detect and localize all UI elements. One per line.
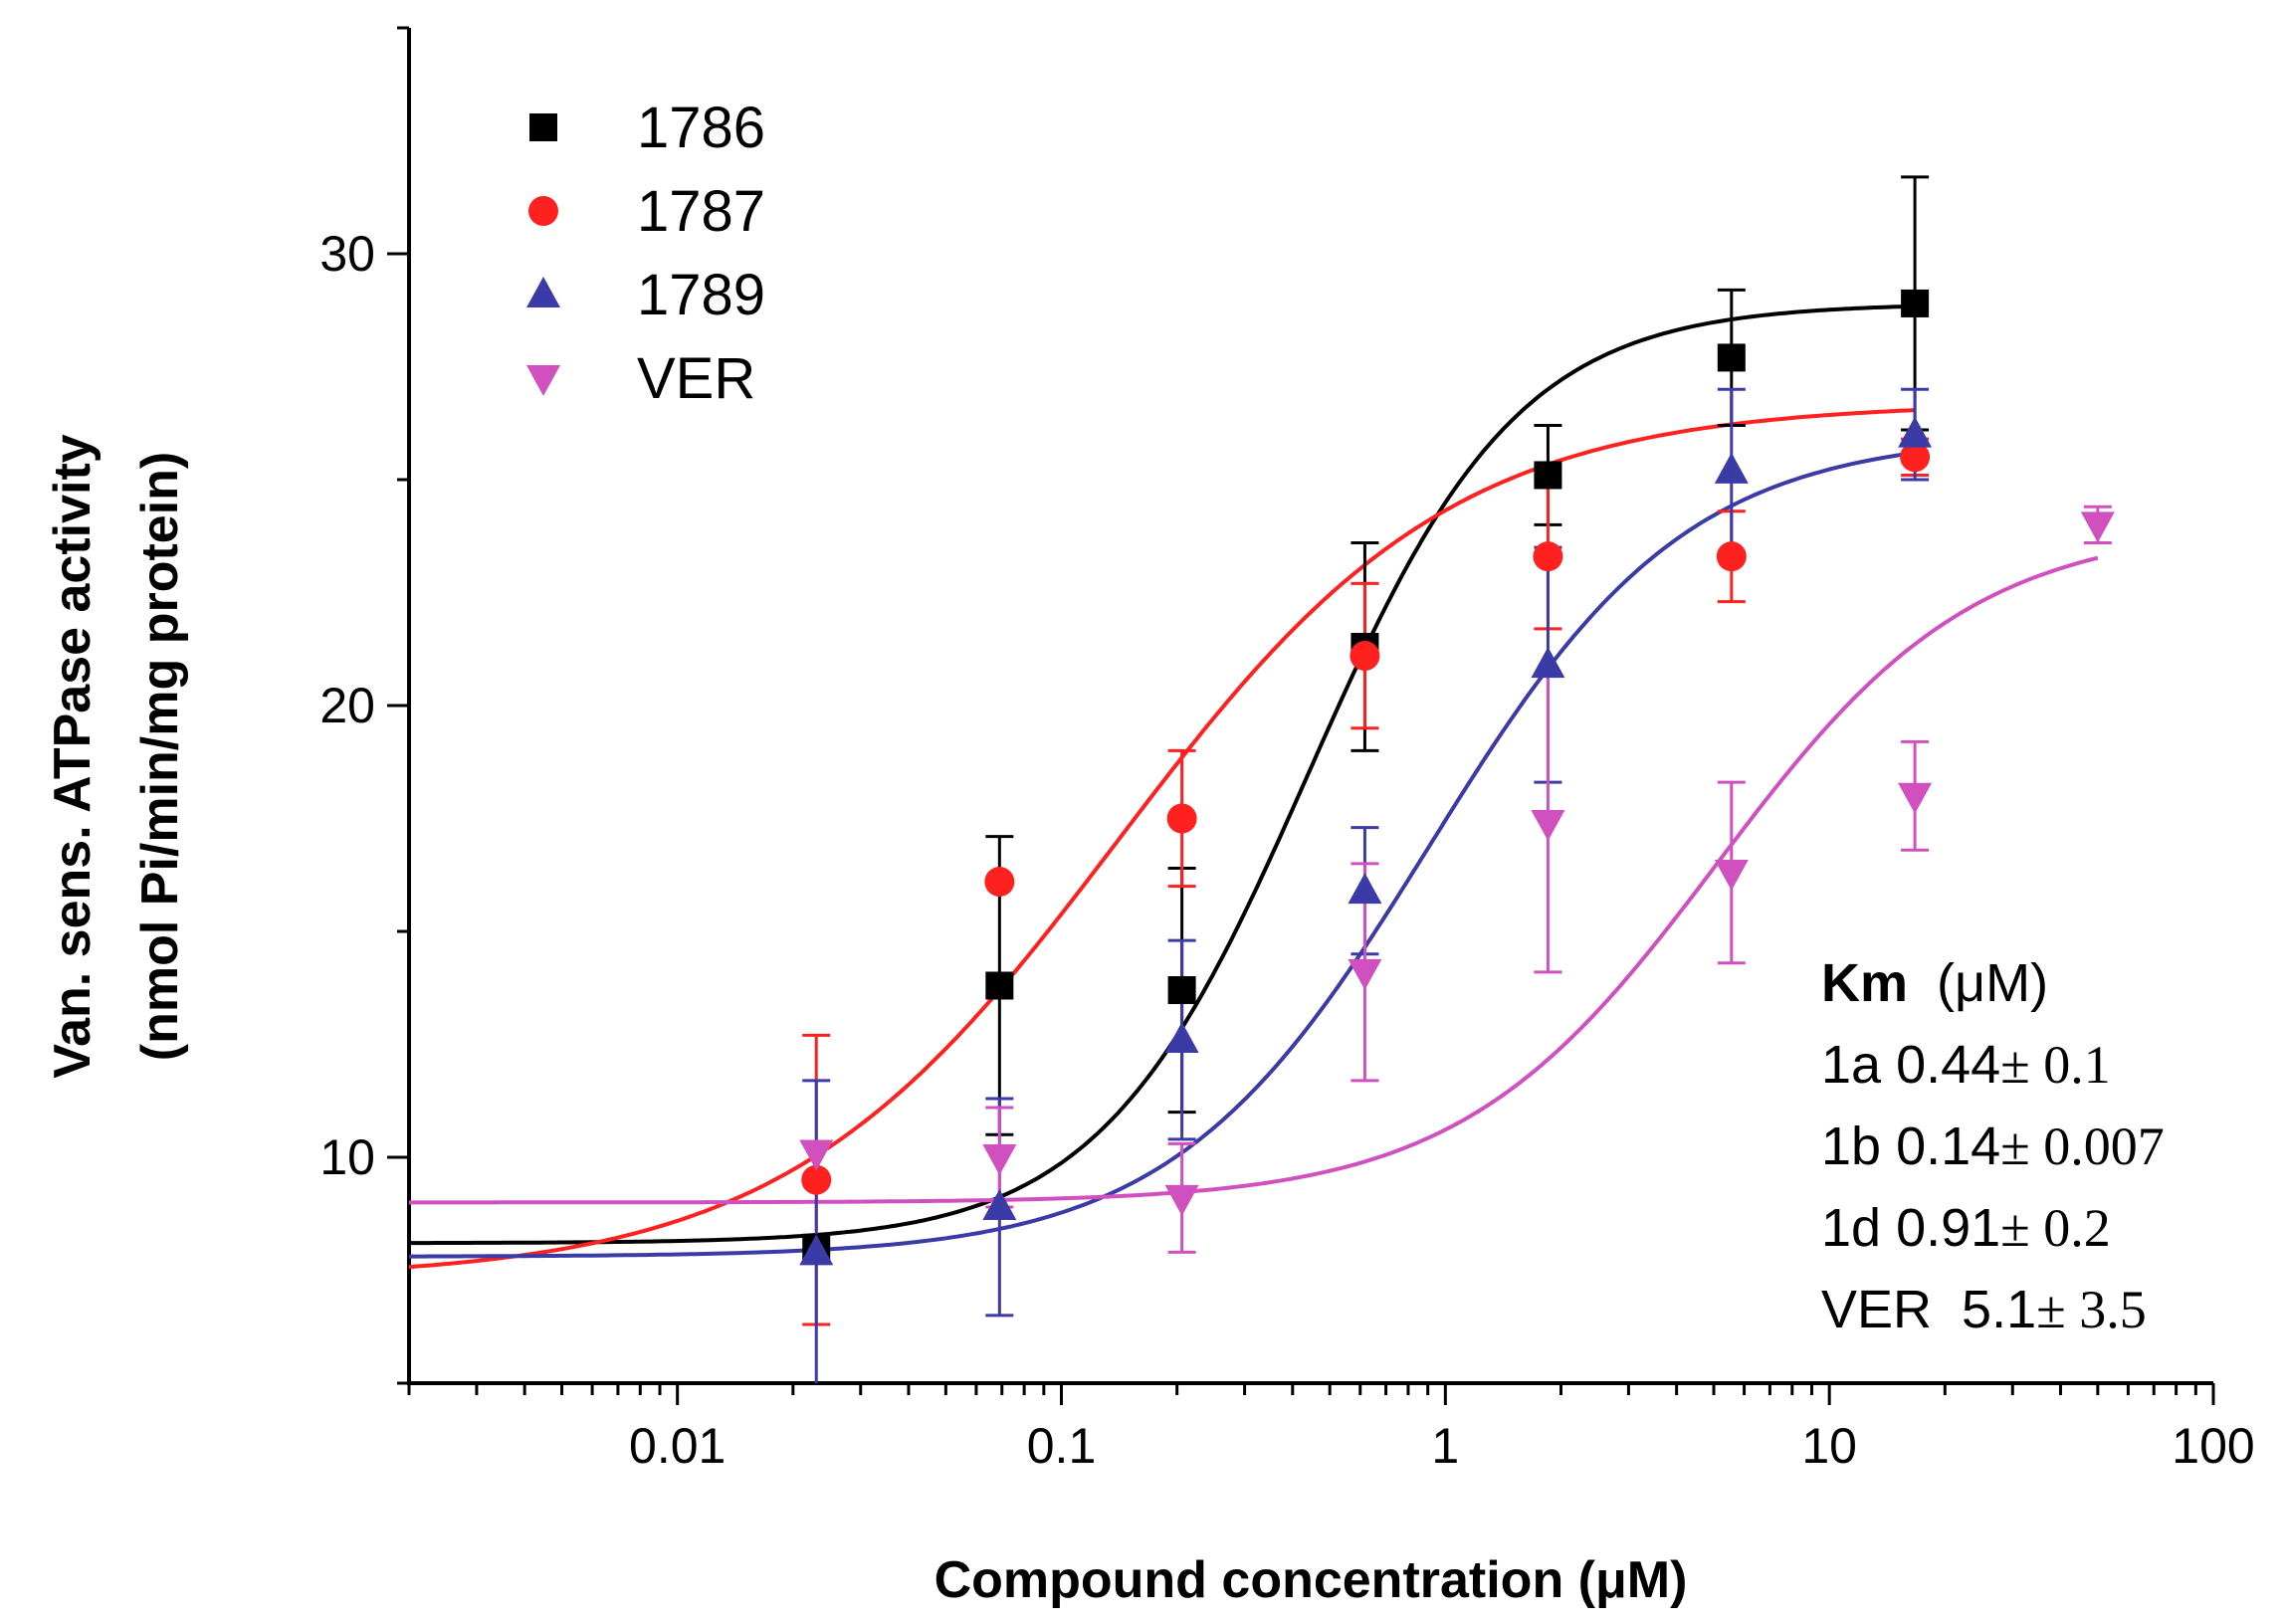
x-axis-ticks: 0.01 0.1 1 10 100 [407, 1383, 2255, 1474]
point-1789 [1531, 647, 1565, 679]
y-axis-title: Van. sens. ATPase activity (nmol Pi/min/… [44, 434, 189, 1079]
point-1789 [799, 1234, 834, 1266]
point-1786 [1167, 976, 1196, 1005]
point-1789 [1164, 1021, 1199, 1053]
y-tick-label: 10 [319, 1129, 375, 1185]
data-points [799, 289, 2115, 1266]
point-1786 [985, 971, 1014, 1000]
km-header-unit: (μM) [1937, 953, 2048, 1013]
legend-item-1787: 1787 [528, 179, 765, 244]
point-1787 [1900, 442, 1931, 473]
legend-item-1786: 1786 [529, 96, 765, 160]
legend-item-1789: 1789 [526, 263, 765, 327]
km-row-value: ± 0.007 [2000, 1116, 2165, 1176]
legend-label: VER [637, 346, 755, 411]
legend-marker-1786 [529, 113, 557, 141]
km-row-value: ± 3.5 [2036, 1280, 2147, 1339]
x-tick-label: 1 [1431, 1418, 1459, 1474]
km-row-1d: 1d 0.91± 0.2 [1821, 1198, 2111, 1258]
fit-curve-1786 [409, 304, 1916, 1246]
km-row-value: ± 0.1 [2000, 1035, 2111, 1095]
point-VER [1898, 782, 1933, 814]
point-1787 [801, 1164, 832, 1195]
point-1786 [1534, 461, 1562, 490]
point-VER [1348, 958, 1382, 990]
point-VER [799, 1139, 834, 1171]
legend-label: 1787 [637, 179, 765, 244]
point-1787 [984, 867, 1015, 898]
point-VER [1531, 810, 1565, 842]
km-row-label: 1d 0.91 [1821, 1198, 2000, 1258]
legend-marker-1789 [526, 277, 560, 307]
y-axis-ticks: 10 20 30 [319, 26, 409, 1385]
x-tick-label: 0.01 [629, 1418, 726, 1474]
y-axis-title-line1: Van. sens. ATPase activity [44, 434, 102, 1079]
point-1789 [1714, 452, 1749, 484]
km-row-value: ± 0.2 [2000, 1198, 2111, 1258]
point-VER [1164, 1184, 1199, 1216]
y-tick-label: 30 [319, 226, 375, 282]
point-1789 [982, 1188, 1017, 1220]
point-1789 [1348, 873, 1382, 905]
legend-label: 1786 [637, 96, 765, 160]
km-annotation: Km (μM) 1a 0.44± 0.1 1b 0.14± 0.007 1d 0… [1821, 953, 2165, 1339]
km-row-label: 1b 0.14 [1821, 1116, 2000, 1176]
fit-curve-1787 [408, 408, 1916, 1270]
km-row-1b: 1b 0.14± 0.007 [1821, 1116, 2165, 1176]
km-row-label: VER 5.1 [1821, 1280, 2036, 1339]
point-1787 [1350, 641, 1380, 672]
km-row-ver: VER 5.1± 3.5 [1821, 1280, 2147, 1339]
point-1787 [1716, 541, 1747, 572]
legend-item-VER: VER [526, 346, 755, 411]
legend-marker-VER [526, 365, 560, 396]
point-1789 [1898, 416, 1933, 448]
point-1787 [1166, 803, 1197, 834]
point-VER [2080, 511, 2115, 543]
point-1786 [1901, 289, 1930, 317]
point-VER [1714, 859, 1749, 891]
fit-curve-VER [409, 555, 2099, 1205]
km-header-bold: Km [1821, 953, 1908, 1013]
km-row-label: 1a 0.44 [1821, 1035, 2000, 1095]
y-tick-label: 20 [319, 678, 375, 733]
x-tick-label: 10 [1801, 1418, 1857, 1474]
km-row-1a: 1a 0.44± 0.1 [1821, 1035, 2111, 1095]
legend-label: 1789 [637, 263, 765, 327]
km-header: Km (μM) [1821, 953, 2048, 1013]
y-axis-title-line2: (nmol Pi/min/mg protein) [131, 452, 189, 1061]
legend: 1786 1787 1789 VER [526, 96, 765, 411]
x-tick-label: 0.1 [1027, 1418, 1097, 1474]
x-axis-title: Compound concentration (μM) [934, 1551, 1688, 1609]
point-1787 [1533, 541, 1563, 572]
point-VER [982, 1144, 1017, 1175]
fit-curve-1789 [409, 451, 1916, 1259]
legend-marker-1787 [528, 196, 558, 226]
fit-curves [408, 304, 2099, 1270]
x-tick-label: 100 [2172, 1418, 2254, 1474]
point-1786 [1717, 343, 1746, 372]
